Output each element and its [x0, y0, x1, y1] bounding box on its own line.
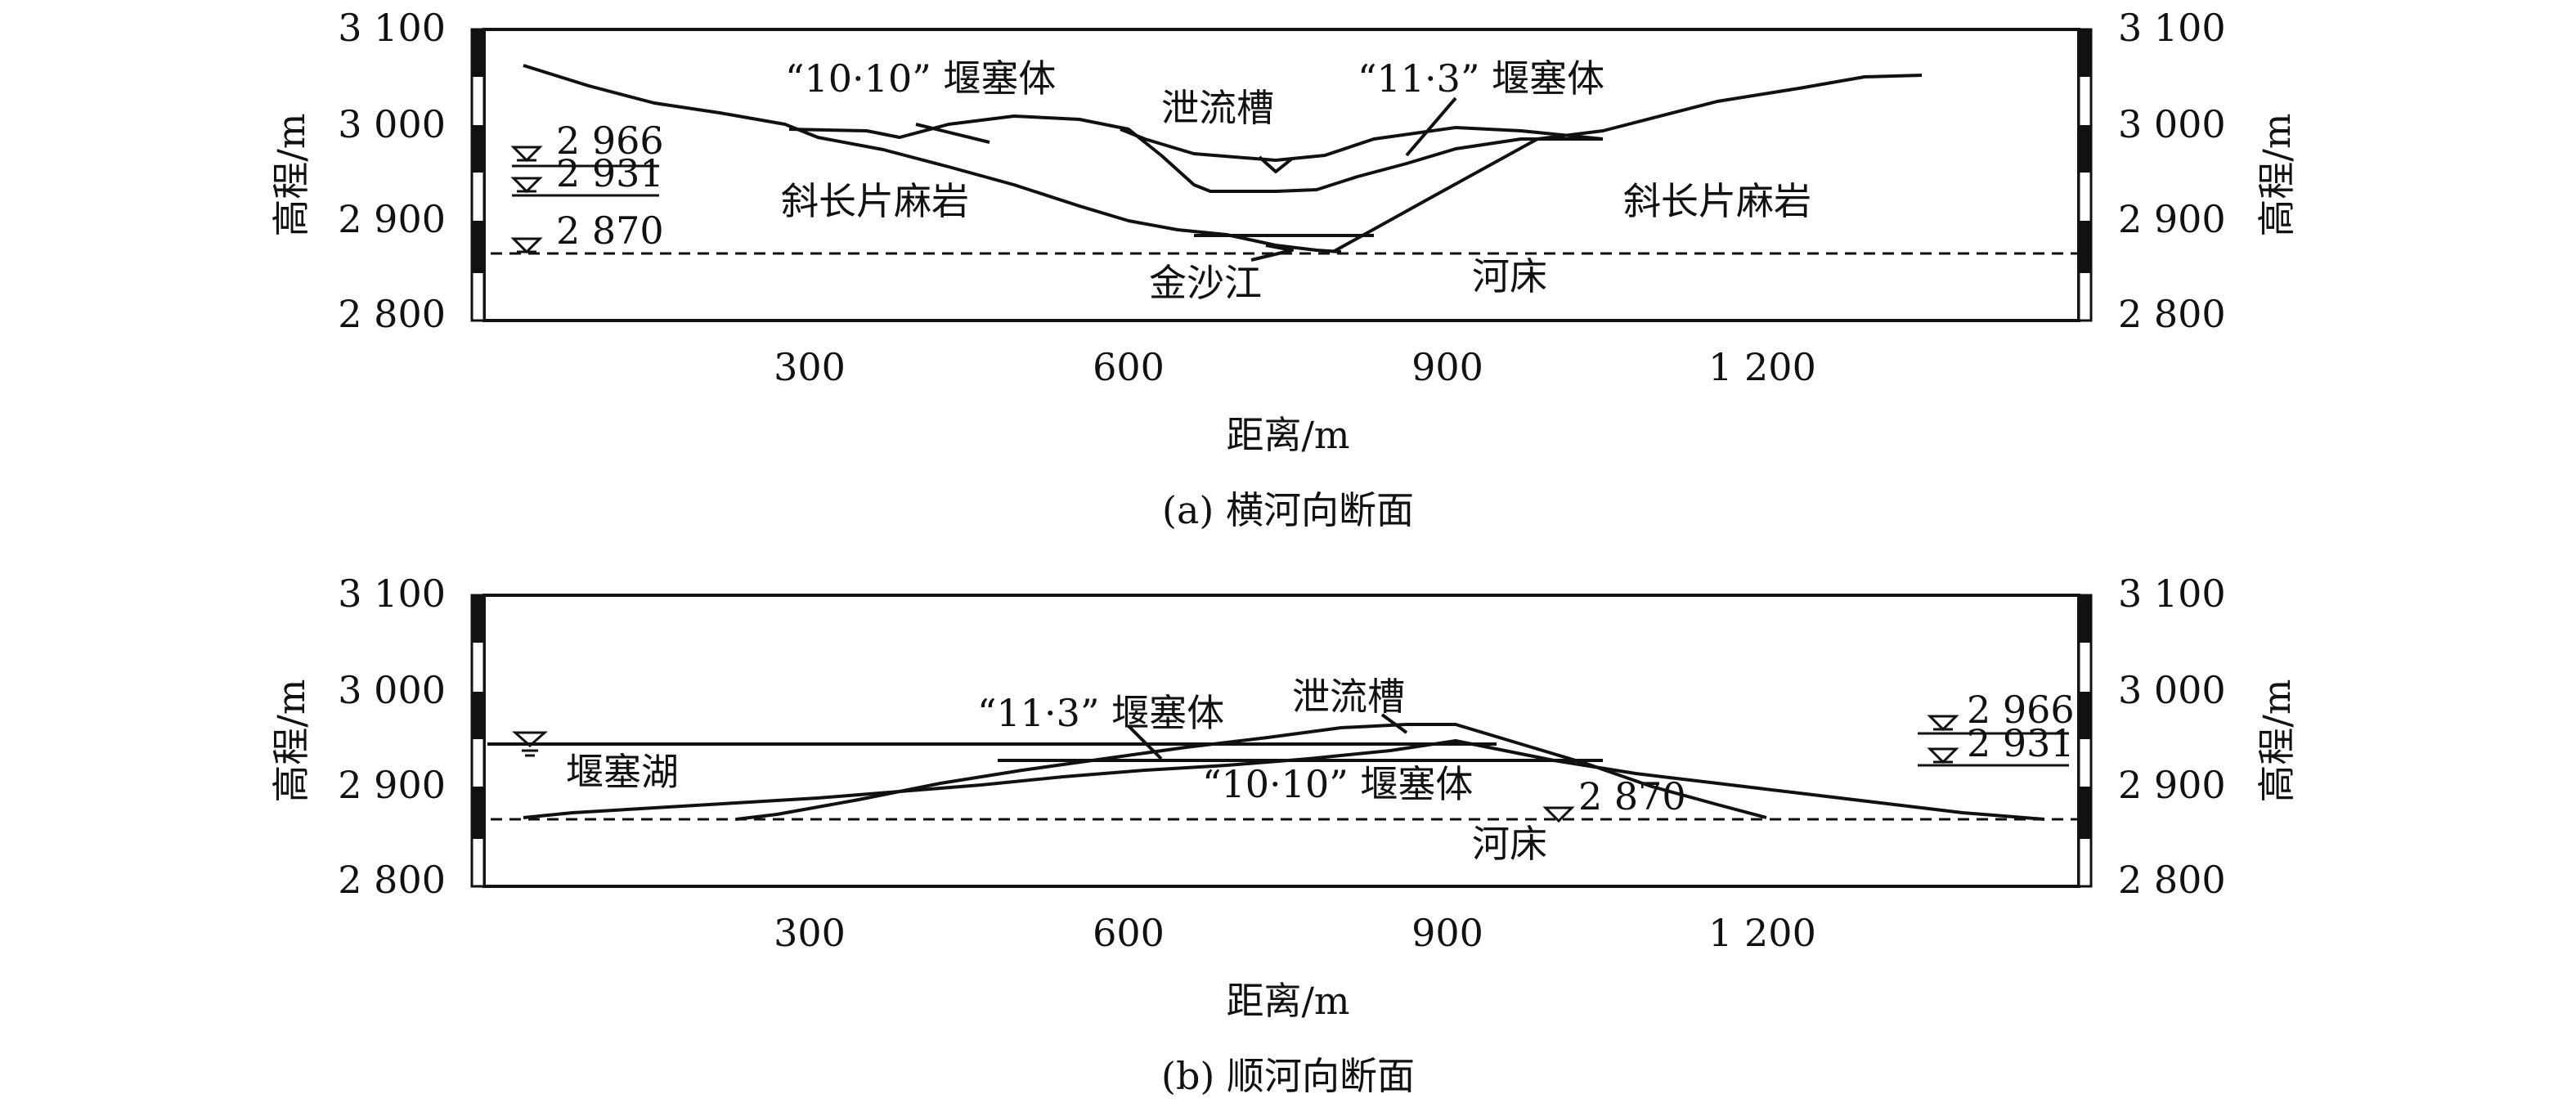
- panel-a-caption: (a) 横河向断面: [1162, 488, 1414, 532]
- panel-b-ytick-left: 2 800: [338, 858, 446, 902]
- panel-b-label-riverbed: 河床: [1472, 822, 1547, 866]
- panel-b-ytick-right: 3 100: [2118, 572, 2226, 616]
- panel-b-leader-spillway: [1380, 713, 1408, 734]
- panel-a-label-spillway: 泄流槽: [1161, 86, 1274, 130]
- panel-a-label-dam-113: “11·3” 堰塞体: [1358, 56, 1604, 101]
- panel-a-leader-113: [1405, 96, 1457, 157]
- panel-a-dam-113-line: [1120, 126, 1604, 162]
- panel-a-label-rock-left: 斜长片麻岩: [781, 179, 969, 223]
- panel-b-dam-113-line: [735, 723, 1767, 821]
- panel-b-xtick: 1 200: [1708, 911, 1816, 955]
- panel-b-label-spillway: 泄流槽: [1292, 675, 1405, 719]
- panel-b-lake-marker: [512, 731, 548, 757]
- panel-a-plot-area: [482, 28, 2080, 322]
- panel-a-xtick: 300: [774, 345, 846, 389]
- panel-a: 3 100 3 000 2 900 2 800 3 100 3 000 2 90…: [269, 6, 2299, 532]
- panel-a-ytick-left: 3 100: [338, 6, 446, 50]
- panel-a-leader-1010: [915, 123, 990, 144]
- panel-b-level-2870: 2 870: [1578, 774, 1686, 818]
- panel-b-ytick-right: 2 900: [2118, 763, 2226, 807]
- panel-b-caption: (b) 顺河向断面: [1161, 1054, 1415, 1098]
- panel-b-ytick-left: 2 900: [338, 763, 446, 807]
- panel-a-ytick-left: 3 000: [338, 102, 446, 146]
- panel-b-xlabel: 距离/m: [1226, 979, 1349, 1023]
- panel-b-ytick-right: 3 000: [2118, 668, 2226, 712]
- panel-a-label-riverbed: 河床: [1472, 254, 1547, 298]
- panel-b-xtick: 900: [1411, 911, 1483, 955]
- panel-a-xtick: 900: [1411, 345, 1483, 389]
- panel-b-xtick: 600: [1093, 911, 1165, 955]
- panel-b-level-2931: 2 931: [1967, 721, 2075, 765]
- panel-a-level-markers: [510, 146, 659, 254]
- panel-a-label-dam-1010: “10·10” 堰塞体: [785, 56, 1056, 101]
- panel-a-ylabel-left: 高程/m: [269, 113, 313, 236]
- panel-a-ytick-left: 2 800: [338, 292, 446, 336]
- panel-b-ytick-left: 3 100: [338, 572, 446, 616]
- panel-b-ylabel-left: 高程/m: [269, 679, 313, 802]
- panel-b: 3 100 3 000 2 900 2 800 3 100 3 000 2 90…: [269, 572, 2299, 1098]
- panel-a-xlabel: 距离/m: [1226, 413, 1349, 457]
- panel-b-level-markers: [1542, 715, 2069, 823]
- panel-a-ylabel-right: 高程/m: [2255, 113, 2299, 236]
- panel-b-ytick-left: 3 000: [338, 668, 446, 712]
- panel-b-label-dam-1010: “10·10” 堰塞体: [1202, 762, 1473, 806]
- panel-a-river-arrow: [1250, 244, 1294, 262]
- panel-a-ytick-right: 2 800: [2118, 292, 2226, 336]
- panel-b-label-dam-113: “11·3” 堰塞体: [977, 691, 1224, 735]
- panel-a-label-river: 金沙江: [1149, 261, 1262, 305]
- panel-a-ytick-right: 3 000: [2118, 102, 2226, 146]
- panel-b-xtick: 300: [774, 911, 846, 955]
- panel-b-ytick-right: 2 800: [2118, 858, 2226, 902]
- panel-a-ytick-right: 2 900: [2118, 197, 2226, 241]
- panel-a-bedrock-line: [523, 64, 1342, 253]
- panel-a-spillway-v: [1258, 155, 1294, 173]
- panel-b-plot-area: [482, 594, 2080, 888]
- panel-a-level-2870: 2 870: [556, 208, 664, 253]
- panel-a-xtick: 600: [1093, 345, 1165, 389]
- panel-a-label-rock-right: 斜长片麻岩: [1623, 179, 1811, 223]
- panel-b-leader-113: [1127, 724, 1163, 760]
- panel-a-bedrock-right-line: [1332, 74, 1923, 253]
- panel-a-ytick-left: 2 900: [338, 197, 446, 241]
- panel-a-scale-bars: [470, 28, 2093, 322]
- panel-b-label-lake: 堰塞湖: [566, 750, 679, 794]
- panel-a-xtick: 1 200: [1708, 345, 1816, 389]
- panel-b-ylabel-right: 高程/m: [2255, 679, 2299, 802]
- panel-a-level-2931: 2 931: [556, 151, 664, 195]
- panel-b-level-2966: 2 966: [1967, 688, 2075, 732]
- panel-b-scale-bars: [470, 594, 2093, 888]
- panel-a-level-2966: 2 966: [556, 119, 664, 163]
- panel-a-ytick-right: 3 100: [2118, 6, 2226, 50]
- panel-b-dam-1010-line: [523, 739, 2045, 821]
